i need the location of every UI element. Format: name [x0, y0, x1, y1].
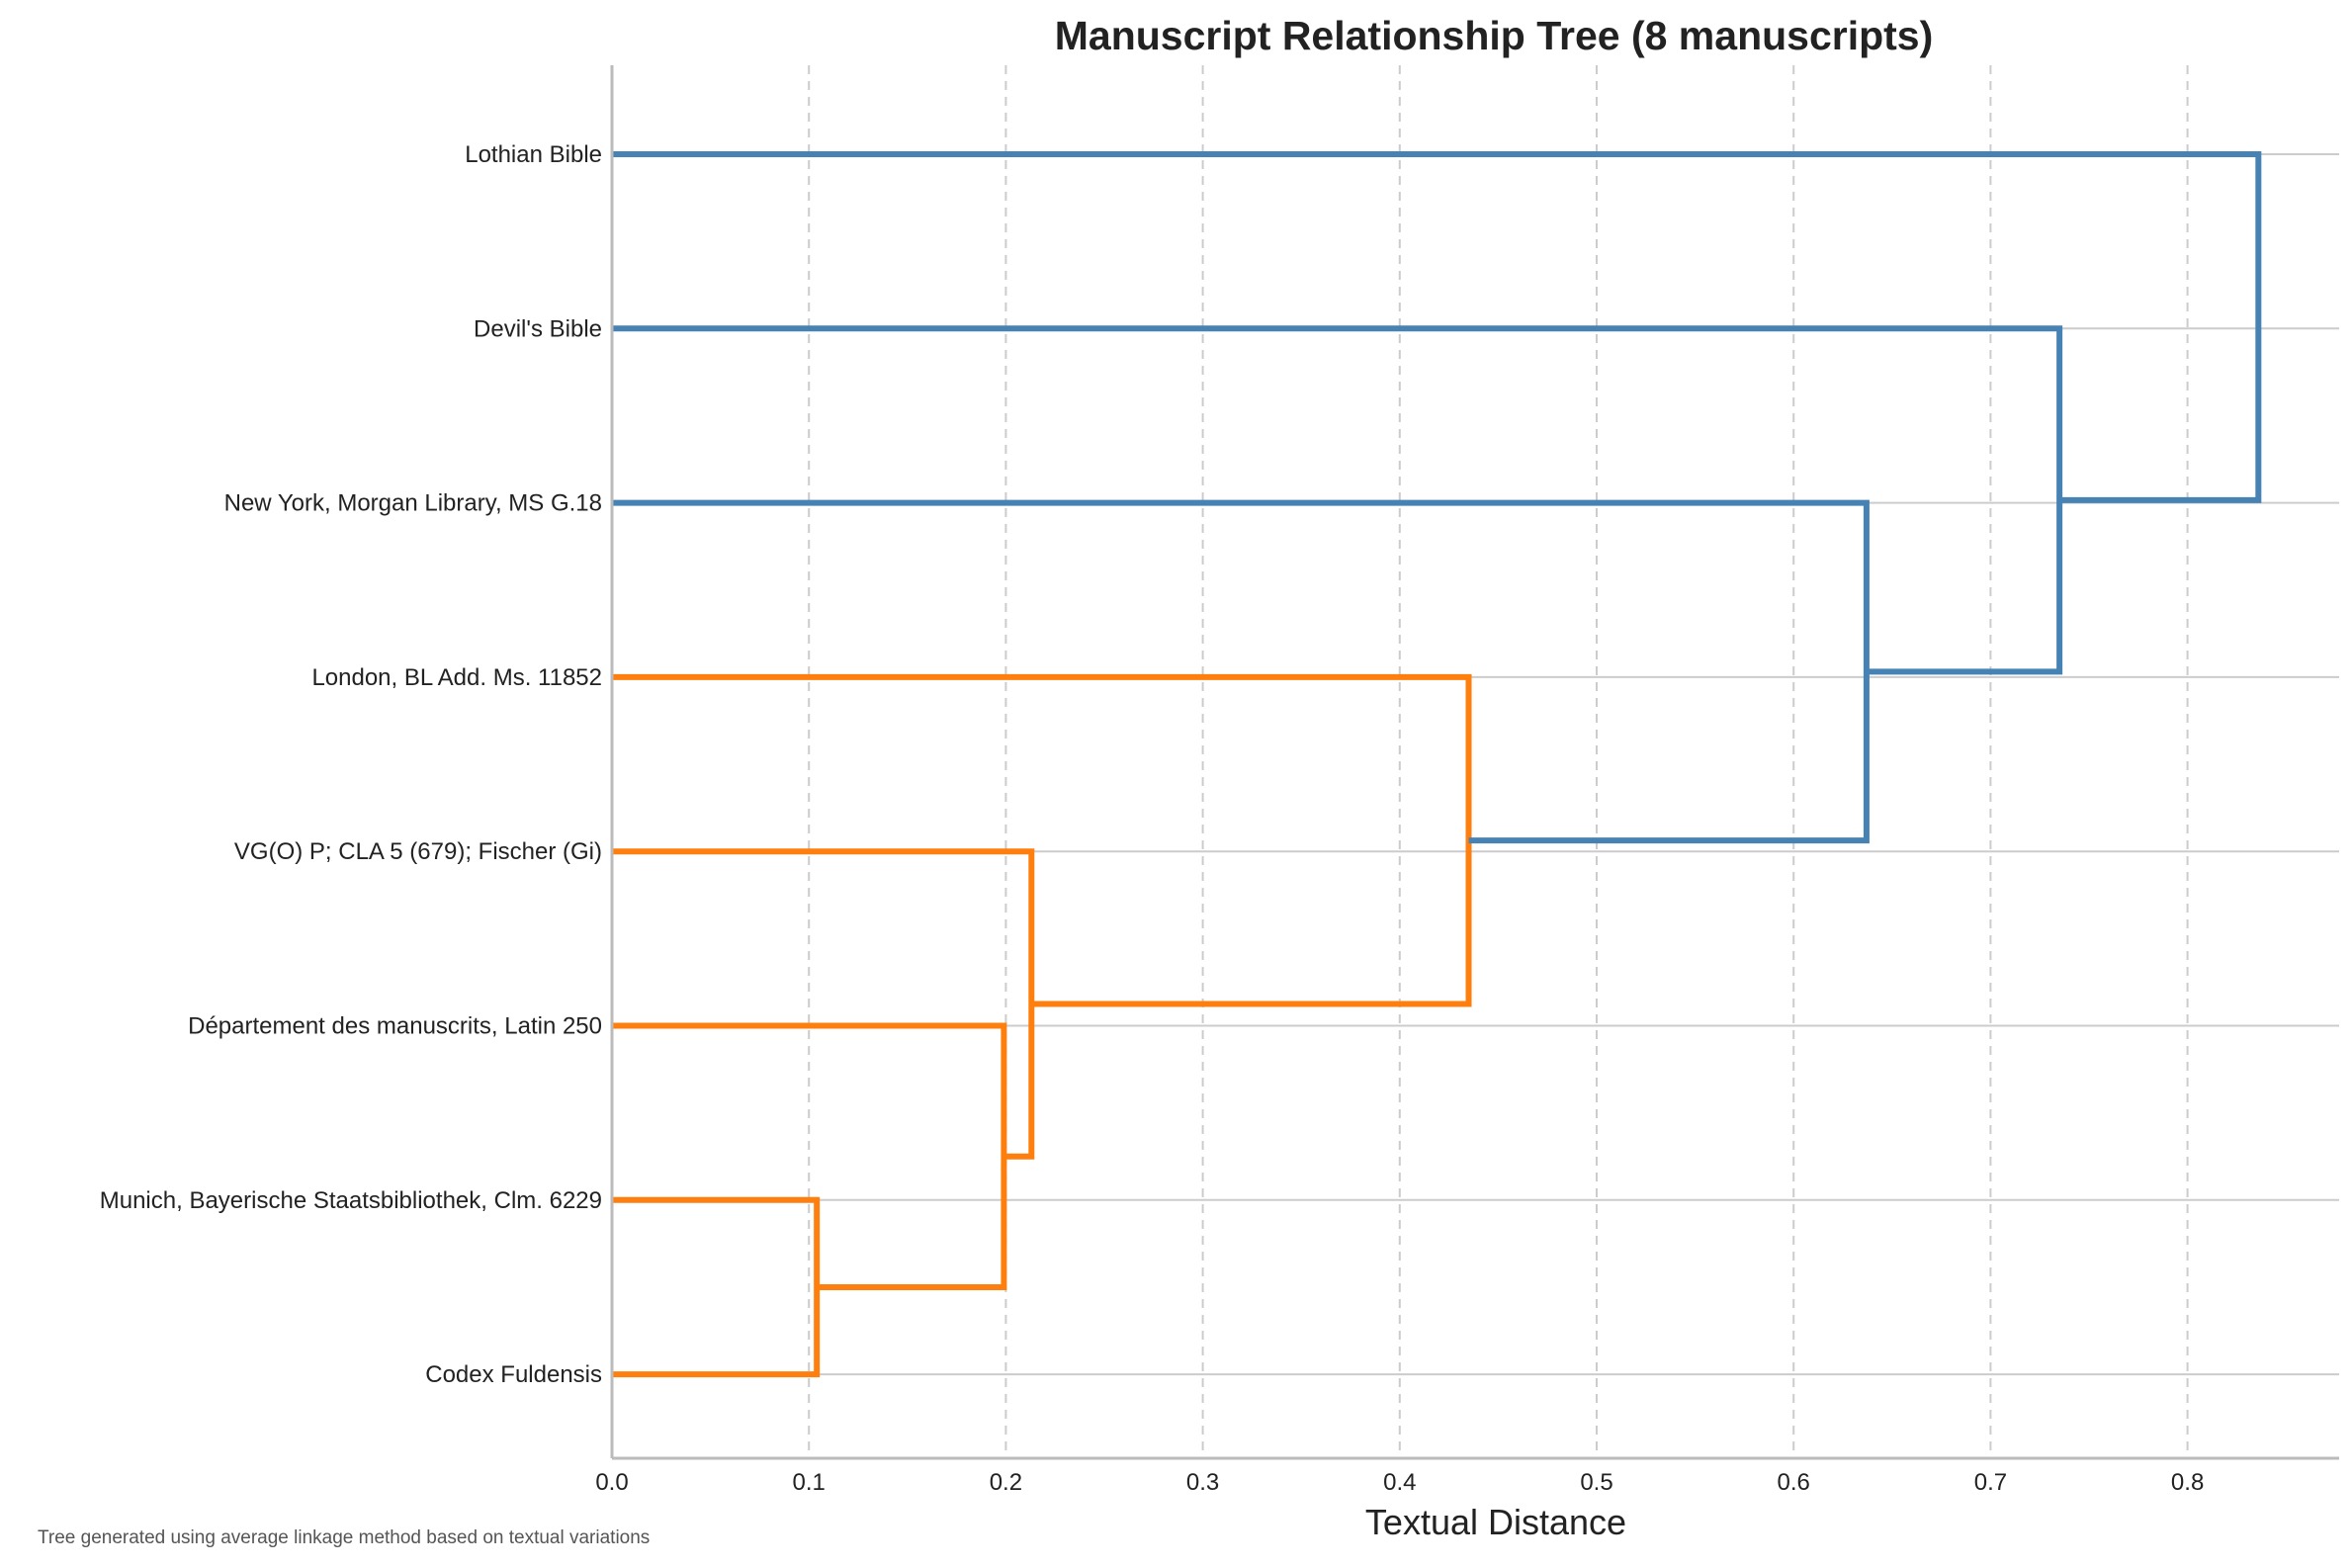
- dendrogram-branch: [612, 151, 2262, 503]
- footnote: Tree generated using average linkage met…: [38, 1527, 650, 1548]
- leaf-label: VG(O) P; CLA 5 (679); Fischer (Gi): [234, 838, 602, 865]
- x-tick-label: 0.8: [2171, 1469, 2204, 1496]
- grid-layer: [612, 65, 2339, 1458]
- dendrogram-branch: [612, 848, 1035, 1160]
- x-tick-label: 0.4: [1383, 1469, 1416, 1496]
- leaf-label: Munich, Bayerische Staatsbibliothek, Clm…: [100, 1187, 602, 1214]
- axis-layer: [610, 65, 2339, 1460]
- x-tick-label: 0.6: [1778, 1469, 1810, 1496]
- x-axis-label: Textual Distance: [1365, 1502, 1626, 1542]
- x-tick-label: 0.3: [1186, 1469, 1219, 1496]
- leaf-label: New York, Morgan Library, MS G.18: [224, 490, 602, 517]
- x-tick-label: 0.1: [793, 1469, 826, 1496]
- x-tick-label: 0.5: [1580, 1469, 1612, 1496]
- dendrogram-branch: [612, 673, 1472, 1007]
- x-tick-label: 0.0: [595, 1469, 628, 1496]
- dendrogram-branch: [612, 1196, 821, 1378]
- leaf-label: Département des manuscrits, Latin 250: [188, 1013, 602, 1040]
- leaf-label-layer: Lothian Bible Devil's Bible New York, Morg…: [100, 141, 602, 1388]
- x-tick-label: 0.2: [990, 1469, 1022, 1496]
- leaf-label: Devil's Bible: [474, 315, 602, 342]
- chart-title: Manuscript Relationship Tree (8 manuscri…: [1055, 13, 1934, 58]
- leaf-label: London, BL Add. Ms. 11852: [311, 664, 602, 691]
- tick-layer: 0.0 0.1 0.2 0.3 0.4 0.5 0.6 0.7 0.8: [595, 1469, 2204, 1496]
- leaf-label: Lothian Bible: [465, 141, 602, 168]
- x-tick-label: 0.7: [1974, 1469, 2007, 1496]
- leaf-label: Codex Fuldensis: [425, 1361, 602, 1388]
- dendrogram-branch: [612, 499, 1870, 844]
- branch-layer: [612, 151, 2262, 1378]
